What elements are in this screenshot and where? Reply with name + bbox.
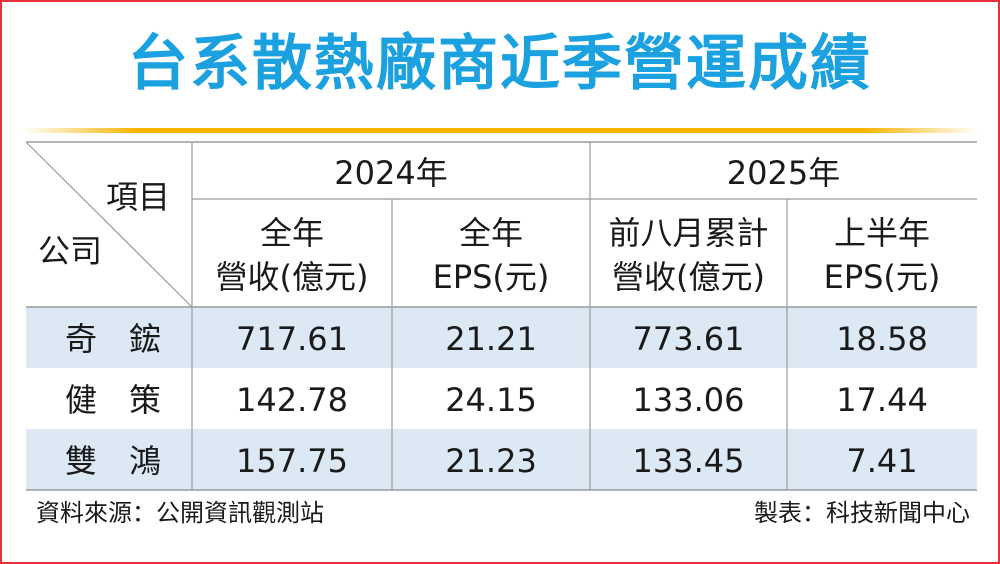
source-note: 資料來源：公開資訊觀測站 [36, 499, 324, 527]
group-header-1: 2024年 [334, 154, 447, 192]
column-header-line1: 全年 [459, 214, 523, 252]
row-shade-label-3 [26, 429, 192, 490]
column-header-line1: 上半年 [834, 214, 930, 252]
corner-label-company: 公司 [38, 232, 102, 270]
column-header-line2: EPS(元) [433, 258, 550, 296]
data-cell: 7.41 [846, 442, 917, 480]
data-cell: 133.06 [633, 381, 745, 419]
data-cell: 21.23 [445, 442, 537, 480]
row-shade-1 [192, 307, 977, 368]
column-header-line2: 營收(億元) [612, 258, 765, 296]
data-cell: 142.78 [236, 381, 348, 419]
row-shade-3 [192, 429, 977, 490]
data-cell: 17.44 [836, 381, 928, 419]
data-cell: 24.15 [445, 381, 537, 419]
data-cell: 18.58 [836, 320, 928, 358]
column-header-line1: 前八月累計 [608, 214, 768, 252]
row-shade-label-1 [26, 307, 192, 368]
corner-diagonal [25, 141, 193, 308]
row-company-label: 健 策 [65, 381, 161, 419]
data-cell: 21.21 [445, 320, 537, 358]
chart-title: 台系散熱廠商近季營運成績 [128, 29, 872, 99]
group-header-2: 2025年 [727, 154, 840, 192]
column-header-line1: 全年 [260, 214, 324, 252]
title-underline [22, 128, 978, 133]
data-cell: 773.61 [633, 320, 745, 358]
column-header-line2: 營收(億元) [216, 258, 369, 296]
row-company-label: 奇 鋐 [65, 320, 161, 358]
data-cell: 717.61 [236, 320, 348, 358]
row-company-label: 雙 鴻 [65, 442, 161, 480]
data-cell: 157.75 [236, 442, 348, 480]
column-header-line2: EPS(元) [824, 258, 941, 296]
corner-label-item: 項目 [106, 178, 170, 216]
credit-note: 製表：科技新聞中心 [754, 499, 970, 527]
data-cell: 133.45 [633, 442, 745, 480]
